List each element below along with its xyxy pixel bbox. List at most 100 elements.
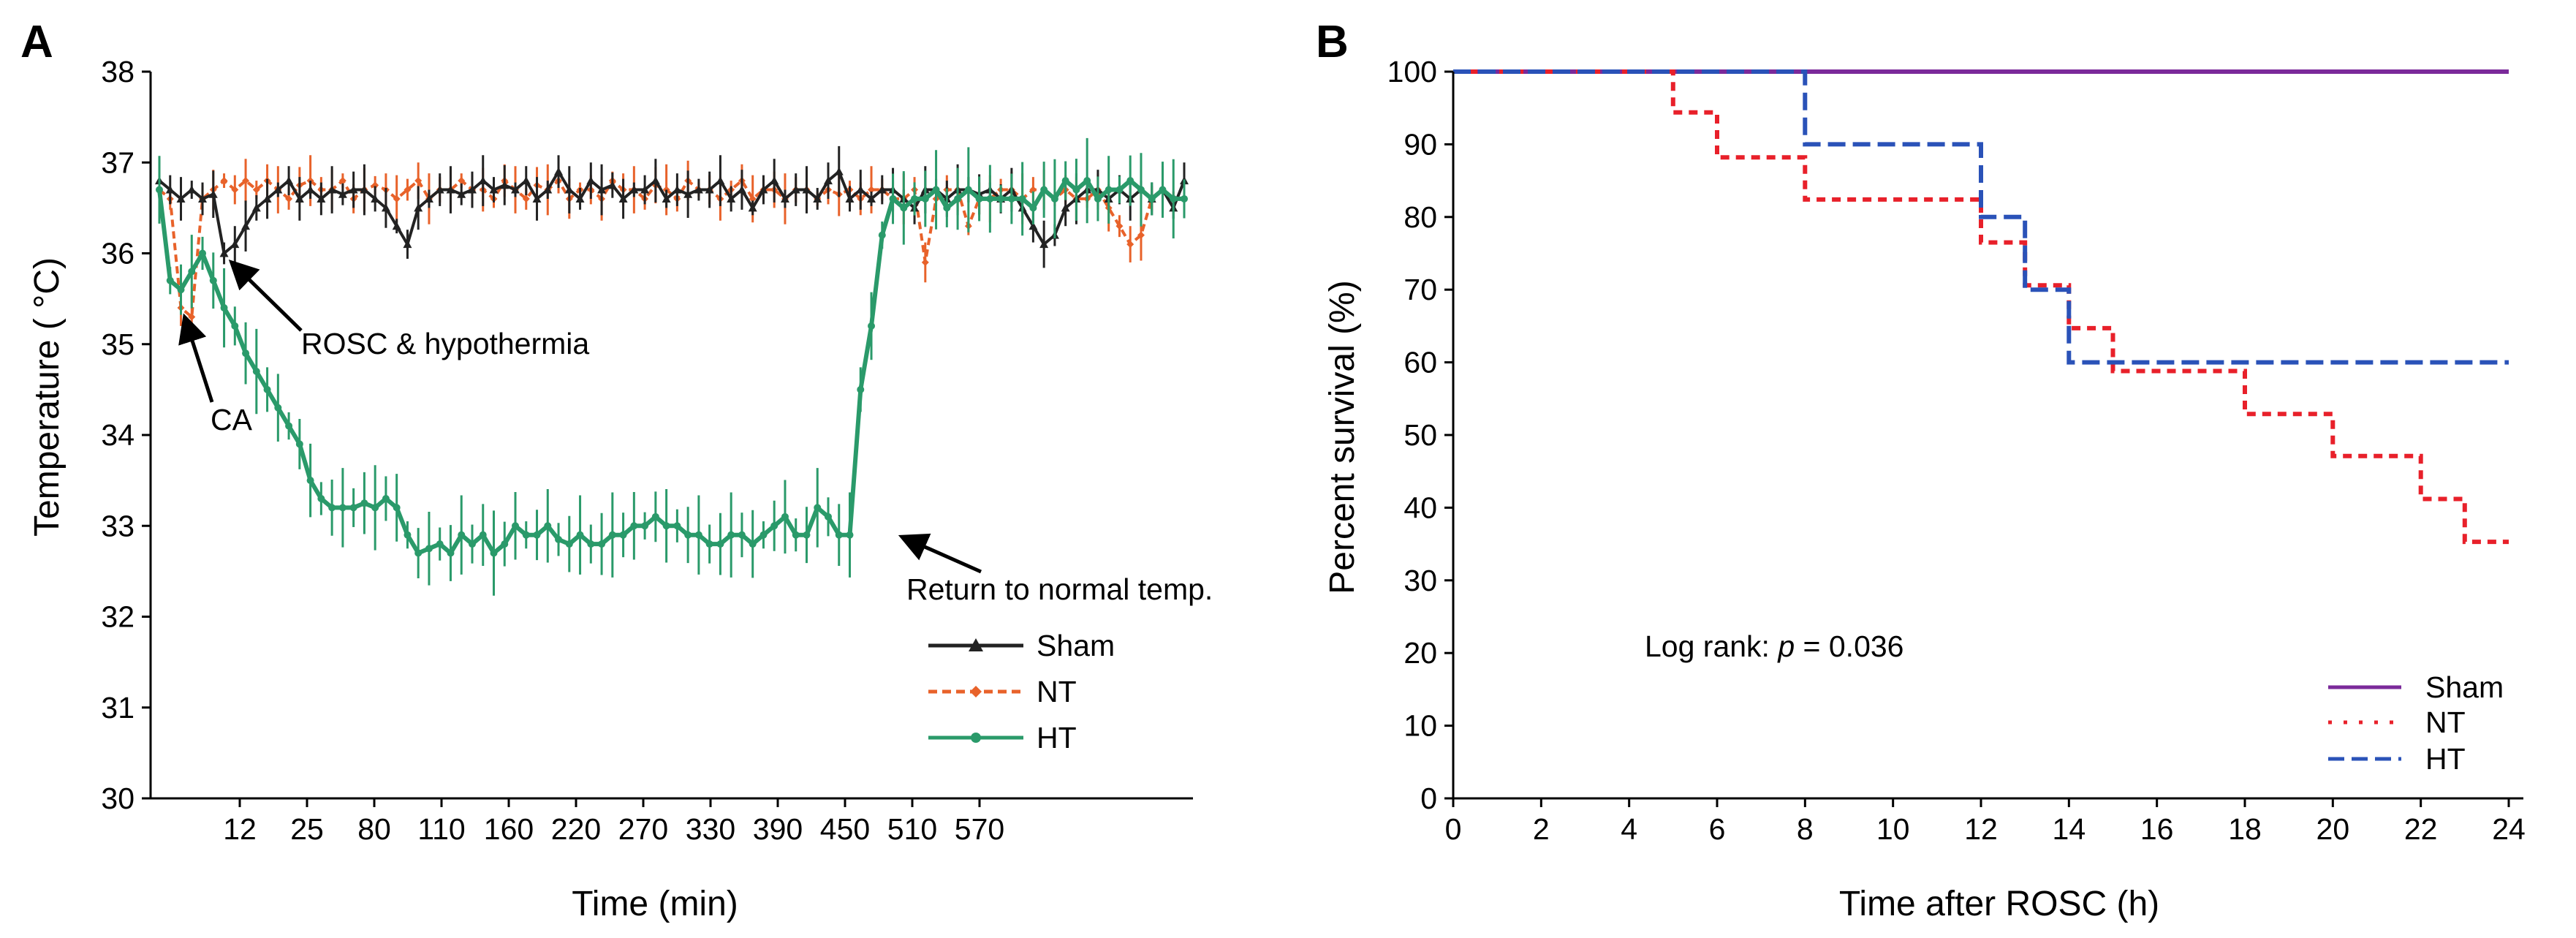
- point-sham: [759, 185, 768, 194]
- legend-a-sham-label: Sham: [1037, 629, 1115, 662]
- point-sham: [780, 194, 789, 203]
- point-nt: [1137, 231, 1145, 239]
- point-sham: [392, 222, 401, 230]
- log-rank-p: p: [1776, 629, 1795, 663]
- point-ht: [1061, 177, 1069, 185]
- point-ht: [166, 276, 174, 284]
- series-ht: [156, 137, 1188, 596]
- point-nt: [522, 194, 530, 203]
- panel-b-y-tick-label: 80: [1403, 200, 1437, 234]
- legend-b-ht: HT: [2328, 742, 2466, 776]
- point-sham: [284, 176, 294, 185]
- point-ht: [814, 504, 822, 512]
- point-sham: [1039, 240, 1049, 249]
- point-ht: [522, 531, 530, 539]
- point-ht: [1050, 194, 1058, 203]
- point-sham: [532, 194, 542, 203]
- point-nt: [1029, 186, 1037, 194]
- point-ht: [900, 204, 908, 212]
- point-sham: [295, 194, 304, 203]
- annotation-rosc-arrow: [228, 260, 303, 332]
- point-ht: [501, 540, 509, 548]
- point-sham: [230, 240, 240, 249]
- point-ht: [565, 540, 573, 548]
- point-ht: [1105, 186, 1113, 194]
- point-ht: [630, 522, 638, 530]
- point-sham: [273, 185, 283, 194]
- point-ht: [1040, 186, 1048, 194]
- panel-b-x-tick-label: 0: [1445, 812, 1462, 846]
- point-ht: [857, 385, 865, 393]
- point-sham: [683, 189, 693, 198]
- point-sham: [446, 185, 455, 194]
- point-ht: [1094, 194, 1102, 203]
- point-ht: [576, 531, 584, 539]
- point-ht: [889, 194, 897, 203]
- point-sham: [1028, 222, 1038, 230]
- point-ht: [943, 204, 951, 212]
- point-nt: [414, 177, 423, 185]
- point-ht: [1072, 186, 1080, 194]
- panel-a-y-tick-label: 33: [101, 509, 135, 542]
- point-sham: [662, 194, 671, 203]
- point-ht: [608, 531, 616, 539]
- point-ht: [338, 504, 346, 512]
- point-sham: [435, 185, 444, 194]
- point-sham: [511, 185, 520, 194]
- point-nt: [921, 258, 929, 266]
- point-ht: [770, 522, 779, 530]
- point-ht: [295, 440, 303, 448]
- point-sham: [845, 194, 855, 203]
- legend-b-ht-label: HT: [2425, 742, 2466, 776]
- point-ht: [727, 531, 735, 539]
- point-sham: [597, 185, 607, 194]
- point-ht: [414, 549, 423, 557]
- panel-a-x-tick-label: 570: [955, 812, 1004, 846]
- panel-a-temperature-chart: A 30 31 32 33 34 35 36 37 38 12 25 80 110 160 220 270 33…: [20, 17, 1213, 923]
- point-ht: [425, 545, 433, 553]
- panel-b-y-tick-label: 0: [1420, 782, 1437, 815]
- panel-b-y-tick-label: 70: [1403, 273, 1437, 306]
- point-ht: [694, 531, 702, 539]
- panel-b-x-tick-label: 8: [1797, 812, 1814, 846]
- point-ht: [458, 531, 466, 539]
- panel-a-y-tick-label: 37: [101, 145, 135, 179]
- panel-b-y-tick-label: 20: [1403, 636, 1437, 670]
- point-ht: [468, 540, 476, 548]
- point-ht: [986, 194, 994, 203]
- point-nt: [285, 194, 293, 203]
- point-sham: [834, 167, 844, 175]
- point-sham: [500, 181, 509, 189]
- point-sham: [705, 185, 714, 194]
- point-sham: [813, 194, 822, 203]
- point-ht: [1159, 186, 1167, 194]
- point-ht: [868, 322, 876, 330]
- point-sham: [371, 194, 380, 203]
- point-sham: [198, 194, 208, 203]
- point-sham: [748, 203, 757, 212]
- legend-b-nt: NT: [2328, 706, 2466, 739]
- point-sham: [823, 176, 833, 185]
- panel-a-y-tick-label: 35: [101, 328, 135, 361]
- point-nt: [252, 186, 260, 194]
- panel-a-x-tick-label: 330: [686, 812, 735, 846]
- point-nt: [458, 177, 466, 185]
- point-ht: [598, 540, 606, 548]
- panel-b-letter: B: [1316, 17, 1349, 67]
- point-sham: [306, 185, 315, 194]
- panel-a-x-tick-label: 80: [357, 812, 391, 846]
- panel-a-y-tick-label: 38: [101, 55, 135, 88]
- log-rank-suffix: = 0.036: [1795, 629, 1903, 663]
- legend-b-sham: Sham: [2328, 670, 2504, 704]
- point-ht: [328, 504, 336, 512]
- point-sham: [208, 189, 218, 198]
- point-nt: [749, 194, 757, 203]
- panel-a-x-tick-label: 390: [753, 812, 803, 846]
- point-ht: [835, 531, 843, 539]
- point-ht: [932, 186, 940, 194]
- panel-b-x-tick-label: 10: [1876, 812, 1910, 846]
- point-ht: [759, 531, 768, 539]
- point-ht: [177, 286, 185, 294]
- point-ht: [231, 322, 239, 330]
